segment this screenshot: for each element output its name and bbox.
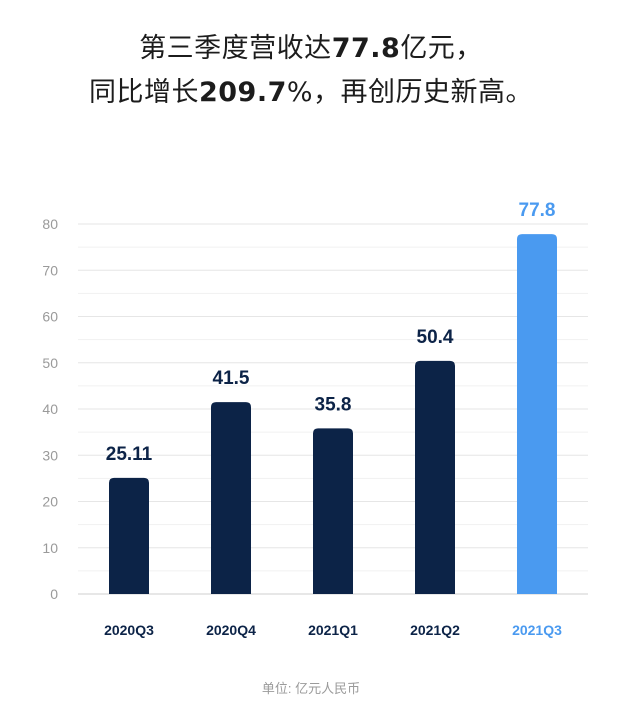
y-tick-label: 60: [42, 309, 58, 325]
headline-line-2-pre: 同比增长: [88, 77, 199, 108]
headline-line-1: 第三季度营收达77.8亿元，: [0, 26, 622, 65]
headline-line-1-value: 77.8: [331, 33, 401, 64]
headline-line-2-post: %，再创历史新高。: [286, 77, 534, 108]
unit-label: 单位: 亿元人民币: [261, 681, 361, 696]
headline-line-1-pre: 第三季度营收达: [139, 33, 332, 64]
x-tick-label: 2020Q3: [104, 622, 154, 638]
y-tick-label: 30: [42, 447, 58, 463]
bar-value-label: 50.4: [417, 327, 454, 348]
bar: [415, 360, 455, 594]
x-tick-label: 2021Q3: [512, 622, 562, 638]
y-tick-label: 70: [42, 262, 58, 278]
headline-line-2-value: 209.7: [198, 77, 287, 108]
y-tick-label: 0: [50, 586, 58, 602]
y-tick-label: 20: [42, 494, 58, 510]
bar: [211, 402, 251, 594]
bar-value-label: 25.11: [106, 444, 153, 465]
headline-line-1-post: 亿元，: [400, 33, 483, 64]
x-tick-label: 2020Q4: [206, 622, 256, 638]
bar-value-label: 41.5: [213, 368, 250, 389]
bar-value-label: 35.8: [315, 394, 352, 415]
y-tick-label: 50: [42, 355, 58, 371]
bar-value-label: 77.8: [519, 200, 556, 221]
bar: [313, 428, 353, 594]
y-tick-label: 40: [42, 401, 58, 417]
x-tick-label: 2021Q1: [308, 622, 358, 638]
x-tick-label: 2021Q2: [410, 622, 460, 638]
y-tick-label: 80: [42, 216, 58, 232]
headline-line-2: 同比增长209.7%，再创历史新高。: [0, 70, 622, 109]
bar: [517, 234, 557, 595]
y-tick-label: 10: [42, 540, 58, 556]
bar: [109, 477, 149, 594]
